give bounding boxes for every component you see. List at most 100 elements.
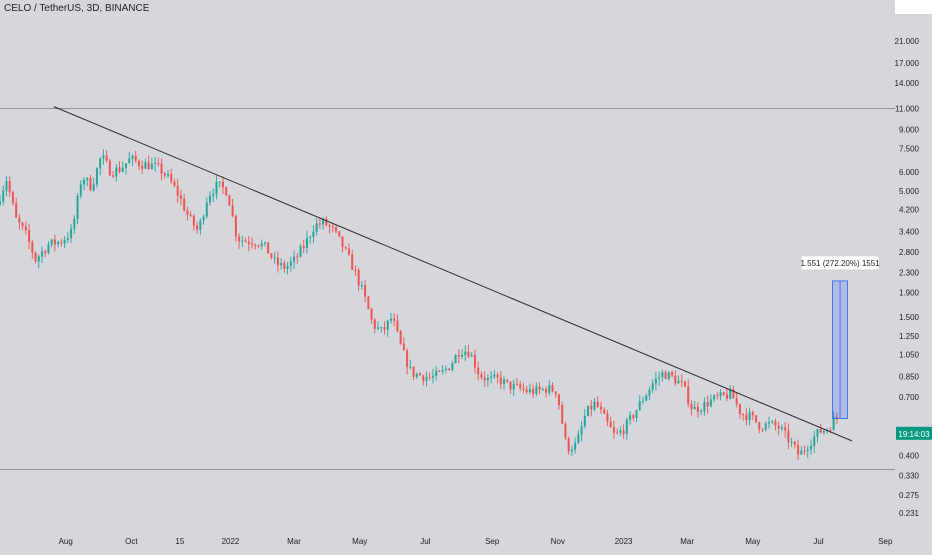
candle[interactable] [609,416,612,428]
candle[interactable] [386,319,389,337]
candle[interactable] [545,386,548,398]
candle[interactable] [703,397,706,416]
candle[interactable] [318,217,321,229]
candle[interactable] [63,236,66,249]
candle[interactable] [616,428,619,435]
candle[interactable] [183,194,186,212]
candle[interactable] [299,243,302,258]
candle[interactable] [470,351,473,357]
candle[interactable] [583,408,586,429]
candle[interactable] [202,214,205,225]
candle[interactable] [441,365,444,375]
candle[interactable] [34,251,37,264]
candle[interactable] [806,445,809,458]
candle[interactable] [612,420,615,439]
candle[interactable] [399,329,402,345]
candle[interactable] [102,149,105,166]
candle[interactable] [596,396,599,408]
candle[interactable] [522,382,525,394]
candle[interactable] [570,445,573,456]
candle[interactable] [105,150,108,163]
candle[interactable] [725,388,728,402]
candle[interactable] [535,382,538,397]
candle[interactable] [738,403,741,419]
candle[interactable] [641,396,644,405]
candle[interactable] [296,252,299,265]
candle[interactable] [425,371,428,387]
candle[interactable] [199,218,202,236]
candle[interactable] [438,369,441,373]
candle[interactable] [574,437,577,454]
candle[interactable] [590,399,593,417]
candle[interactable] [92,177,95,192]
candle[interactable] [344,246,347,250]
candle[interactable] [683,380,686,388]
candle[interactable] [477,361,480,381]
candle[interactable] [797,439,800,461]
candle[interactable] [160,158,163,181]
candle[interactable] [816,428,819,443]
candle[interactable] [548,380,551,396]
candle[interactable] [402,336,405,351]
candle[interactable] [729,385,732,400]
candle[interactable] [648,386,651,401]
candle[interactable] [247,236,250,252]
candle[interactable] [716,392,719,400]
candle[interactable] [154,156,157,172]
candle[interactable] [86,177,89,187]
candle[interactable] [557,393,560,410]
candle[interactable] [800,446,803,455]
candle[interactable] [709,394,712,408]
candle[interactable] [448,368,451,371]
candle[interactable] [263,241,266,247]
candle[interactable] [215,175,218,200]
candle[interactable] [37,254,40,269]
candle[interactable] [325,216,328,227]
candle[interactable] [690,400,693,416]
candle[interactable] [73,215,76,234]
candle[interactable] [234,214,237,242]
candle[interactable] [157,157,160,167]
candle[interactable] [276,251,279,273]
candle[interactable] [735,392,738,408]
candle[interactable] [131,154,134,166]
candle[interactable] [461,349,464,360]
candle[interactable] [515,378,518,386]
candle[interactable] [661,369,664,382]
candle[interactable] [167,170,170,179]
candle[interactable] [192,214,195,231]
candle[interactable] [209,191,212,206]
candle[interactable] [354,265,357,276]
candle[interactable] [532,384,535,398]
candle[interactable] [47,241,50,255]
candle[interactable] [21,221,24,231]
candle[interactable] [687,379,690,408]
candle[interactable] [170,168,173,184]
candle[interactable] [422,374,425,386]
candle[interactable] [719,389,722,401]
candle[interactable] [813,430,816,453]
candle[interactable] [580,420,583,442]
candle[interactable] [144,158,147,169]
candle[interactable] [89,175,92,192]
candle[interactable] [435,365,438,381]
candle[interactable] [480,370,483,380]
candle[interactable] [822,430,825,435]
candle[interactable] [283,259,286,273]
candle[interactable] [454,354,457,364]
candle[interactable] [809,439,812,455]
candle[interactable] [173,178,176,188]
candle[interactable] [380,326,383,333]
candle[interactable] [764,421,767,432]
candle[interactable] [603,407,606,414]
candle[interactable] [341,236,344,253]
candle[interactable] [784,421,787,438]
candle[interactable] [373,317,376,334]
candle[interactable] [509,381,512,394]
candle[interactable] [60,239,63,247]
candle[interactable] [225,186,228,196]
candle[interactable] [561,401,564,425]
candle[interactable] [780,424,783,432]
candle[interactable] [444,365,447,374]
candle[interactable] [8,176,11,198]
